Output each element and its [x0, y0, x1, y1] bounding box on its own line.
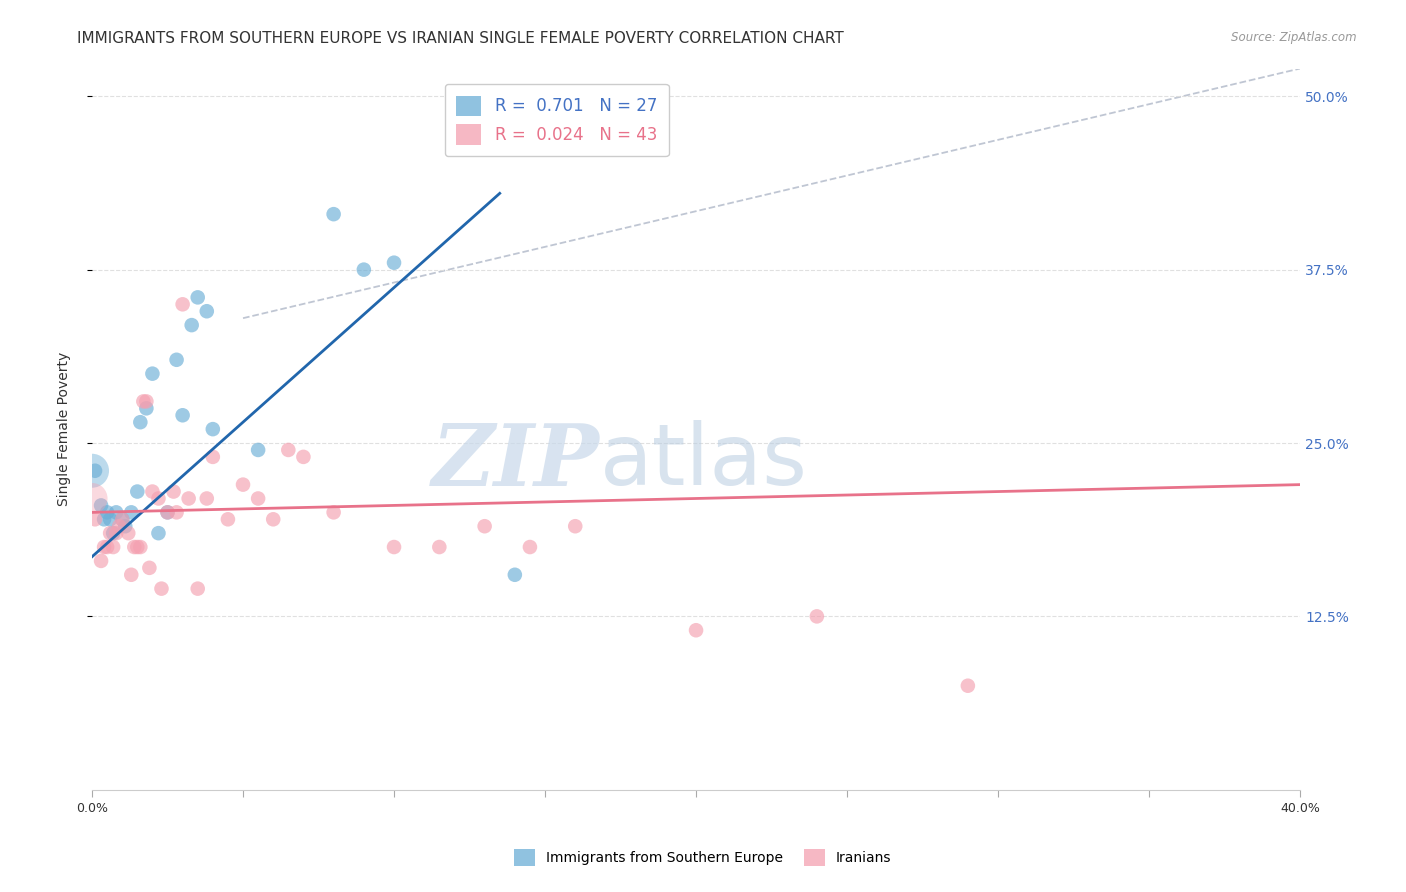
- Point: [108, 519, 131, 533]
- Point: [166, 352, 188, 367]
- Text: IMMIGRANTS FROM SOUTHERN EUROPE VS IRANIAN SINGLE FEMALE POVERTY CORRELATION CHA: IMMIGRANTS FROM SOUTHERN EUROPE VS IRANI…: [77, 31, 844, 46]
- Point: [292, 450, 315, 464]
- Point: [685, 624, 707, 638]
- Point: [132, 394, 155, 409]
- Point: [120, 567, 142, 582]
- Point: [156, 505, 179, 519]
- Point: [150, 582, 173, 596]
- Point: [148, 491, 170, 506]
- Point: [117, 526, 139, 541]
- Point: [166, 505, 188, 519]
- Text: ZIP: ZIP: [432, 420, 599, 503]
- Point: [503, 567, 526, 582]
- Point: [114, 519, 136, 533]
- Point: [120, 505, 142, 519]
- Point: [217, 512, 239, 526]
- Point: [247, 491, 270, 506]
- Point: [382, 540, 405, 554]
- Point: [96, 540, 118, 554]
- Point: [141, 367, 163, 381]
- Point: [427, 540, 450, 554]
- Point: [177, 491, 200, 506]
- Point: [129, 540, 152, 554]
- Point: [247, 442, 270, 457]
- Point: [322, 207, 344, 221]
- Point: [277, 442, 299, 457]
- Legend: R =  0.701   N = 27, R =  0.024   N = 43: R = 0.701 N = 27, R = 0.024 N = 43: [444, 84, 669, 156]
- Point: [162, 484, 184, 499]
- Point: [98, 526, 121, 541]
- Point: [156, 505, 179, 519]
- Point: [101, 540, 124, 554]
- Point: [80, 491, 103, 506]
- Point: [90, 499, 112, 513]
- Point: [93, 512, 115, 526]
- Point: [111, 512, 134, 526]
- Point: [101, 526, 124, 541]
- Point: [111, 512, 134, 526]
- Point: [129, 415, 152, 429]
- Point: [148, 526, 170, 541]
- Point: [105, 526, 128, 541]
- Y-axis label: Single Female Poverty: Single Female Poverty: [58, 352, 72, 507]
- Point: [98, 512, 121, 526]
- Point: [519, 540, 541, 554]
- Text: atlas: atlas: [599, 420, 807, 503]
- Point: [322, 505, 344, 519]
- Point: [135, 394, 157, 409]
- Point: [195, 304, 218, 318]
- Point: [93, 540, 115, 554]
- Point: [124, 540, 146, 554]
- Point: [172, 409, 194, 423]
- Point: [90, 554, 112, 568]
- Point: [353, 262, 375, 277]
- Point: [138, 561, 160, 575]
- Point: [262, 512, 284, 526]
- Point: [187, 582, 209, 596]
- Text: Source: ZipAtlas.com: Source: ZipAtlas.com: [1232, 31, 1357, 45]
- Point: [474, 519, 496, 533]
- Point: [180, 318, 202, 332]
- Point: [80, 464, 103, 478]
- Point: [84, 512, 107, 526]
- Point: [84, 464, 107, 478]
- Point: [172, 297, 194, 311]
- Point: [141, 484, 163, 499]
- Legend: Immigrants from Southern Europe, Iranians: Immigrants from Southern Europe, Iranian…: [509, 844, 897, 871]
- Point: [806, 609, 828, 624]
- Point: [382, 256, 405, 270]
- Point: [201, 450, 224, 464]
- Point: [201, 422, 224, 436]
- Point: [195, 491, 218, 506]
- Point: [564, 519, 586, 533]
- Point: [135, 401, 157, 416]
- Point: [127, 484, 149, 499]
- Point: [96, 505, 118, 519]
- Point: [232, 477, 254, 491]
- Point: [187, 290, 209, 304]
- Point: [956, 679, 979, 693]
- Point: [127, 540, 149, 554]
- Point: [105, 505, 128, 519]
